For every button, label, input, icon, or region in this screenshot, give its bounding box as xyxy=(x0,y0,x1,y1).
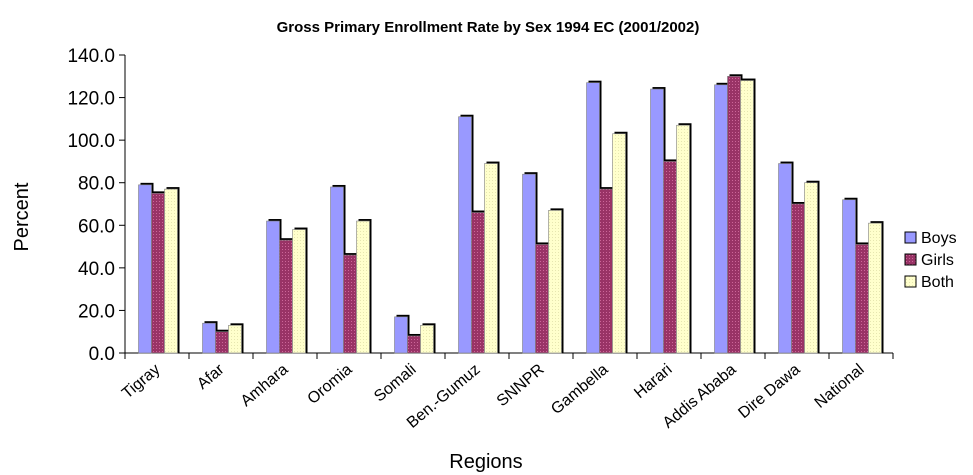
legend: Boys Girls Both xyxy=(901,224,973,298)
y-tick-label: 140.0 xyxy=(67,46,115,67)
bar-boys xyxy=(714,84,728,354)
bar-both xyxy=(868,222,882,354)
bar-both xyxy=(612,133,626,354)
bar-girls xyxy=(663,161,677,354)
x-category-label: Somali xyxy=(371,361,419,405)
y-tick-label: 40.0 xyxy=(78,259,115,280)
x-category-label: Afar xyxy=(194,361,228,393)
bar-girls xyxy=(727,75,741,354)
x-category-label: National xyxy=(812,361,868,412)
x-category-label: Tigray xyxy=(119,361,164,402)
x-category-label: Amhara xyxy=(238,361,292,410)
bar-boys xyxy=(394,316,408,354)
legend-label-girls: Girls xyxy=(921,252,954,269)
legend-swatch-both xyxy=(904,275,917,288)
bar-boys xyxy=(202,322,216,354)
bar-both xyxy=(228,325,242,354)
legend-swatch-girls xyxy=(904,253,917,266)
bar-boys xyxy=(778,163,792,354)
bar-boys xyxy=(330,186,344,354)
bar-boys xyxy=(266,220,280,354)
bar-girls xyxy=(407,335,421,354)
bar-both xyxy=(740,80,754,354)
bar-girls xyxy=(343,254,357,354)
bar-girls xyxy=(791,203,805,354)
bar-both xyxy=(804,182,818,354)
bar-boys xyxy=(650,88,664,354)
bar-girls xyxy=(215,331,229,354)
bar-both xyxy=(676,124,690,354)
x-category-label: Oromia xyxy=(304,361,355,408)
bar-girls xyxy=(855,244,869,354)
bar-boys xyxy=(842,199,856,354)
y-tick-label: 120.0 xyxy=(67,89,115,110)
x-axis-label: Regions xyxy=(449,451,522,473)
x-category-label: Dire Dawa xyxy=(735,361,803,422)
bar-both xyxy=(292,229,306,354)
y-tick-label: 60.0 xyxy=(78,216,115,237)
bar-both xyxy=(548,210,562,354)
x-category-label: SNNPR xyxy=(494,361,548,410)
legend-swatch-boys xyxy=(904,231,917,244)
y-axis: 0.0 20.0 40.0 60.0 80.0 100.0 120.0 140.0 xyxy=(67,46,126,365)
legend-label-boys: Boys xyxy=(921,230,957,247)
bar-boys xyxy=(138,184,152,354)
y-tick-label: 0.0 xyxy=(89,344,115,365)
bar-both xyxy=(164,188,178,354)
bar-both xyxy=(356,220,370,354)
x-category-label: Gambella xyxy=(548,361,611,418)
bar-boys xyxy=(458,116,472,354)
bar-both xyxy=(484,163,498,354)
bar-girls xyxy=(151,193,165,354)
legend-label-both: Both xyxy=(921,274,954,291)
bar-girls xyxy=(535,244,549,354)
bars xyxy=(138,74,884,354)
y-axis-label: Percent xyxy=(11,182,33,251)
bar-both xyxy=(420,325,434,354)
bar-boys xyxy=(522,173,536,354)
y-tick-label: 80.0 xyxy=(78,174,115,195)
bar-girls xyxy=(599,188,613,354)
y-tick-label: 100.0 xyxy=(67,131,115,152)
bar-girls xyxy=(279,239,293,354)
bar-girls xyxy=(471,212,485,354)
y-tick-label: 20.0 xyxy=(78,301,115,322)
chart-title: Gross Primary Enrollment Rate by Sex 199… xyxy=(277,19,700,36)
bar-boys xyxy=(586,82,600,354)
x-category-label: Harari xyxy=(631,361,675,402)
